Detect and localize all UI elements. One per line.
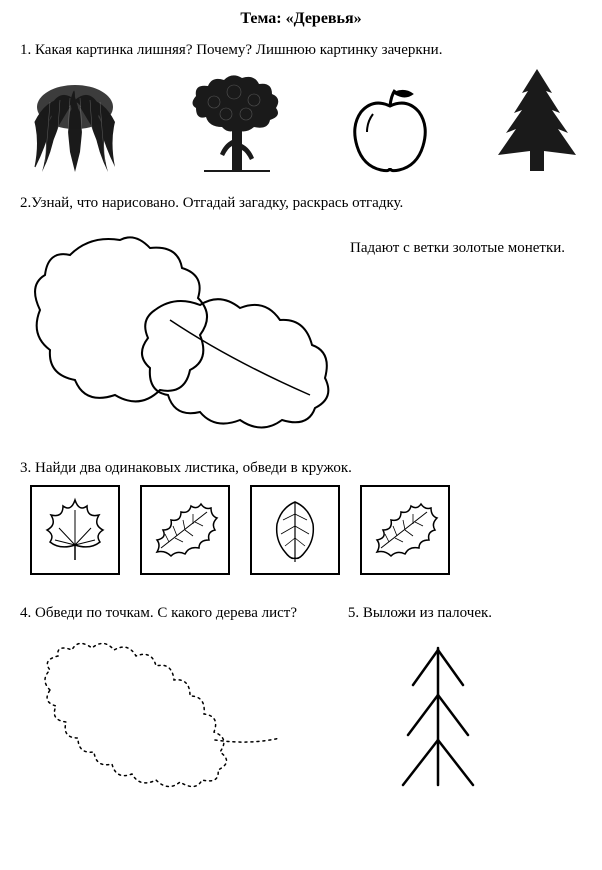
task-4: 4. Обведи по точкам. С какого дерева лис… (20, 605, 348, 790)
task-3-text: 3. Найди два одинаковых листика, обведи … (20, 460, 582, 477)
task-5: 5. Выложи из палочек. (348, 605, 582, 790)
oak-tree-icon (184, 72, 289, 177)
stick-tree-icon (348, 630, 582, 790)
fir-tree-icon (492, 67, 582, 177)
task-1-text: 1. Какая картинка лишняя? Почему? Лишнюю… (20, 42, 582, 59)
task-4-text: 4. Обведи по точкам. С какого дерева лис… (20, 605, 348, 622)
task-1-images (20, 67, 582, 177)
dotted-leaf-outline (20, 630, 348, 790)
bottom-tasks: 4. Обведи по точкам. С какого дерева лис… (20, 605, 582, 790)
riddle-text: Падают с ветки золотые монетки. (340, 220, 565, 257)
birch-leaf-icon (250, 485, 340, 575)
task-2: 2.Узнай, что нарисовано. Отгадай загадку… (20, 195, 582, 440)
page-title: Тема: «Деревья» (20, 10, 582, 28)
overlapping-leaves-outline (20, 220, 340, 440)
oak-leaf-icon (140, 485, 230, 575)
willow-tree-icon (20, 72, 130, 177)
task-2-text: 2.Узнай, что нарисовано. Отгадай загадку… (20, 195, 582, 212)
leaf-row (20, 485, 582, 575)
maple-leaf-icon (30, 485, 120, 575)
task-5-text: 5. Выложи из палочек. (348, 605, 582, 622)
apple-icon (343, 82, 438, 177)
task-3: 3. Найди два одинаковых листика, обведи … (20, 460, 582, 575)
task-1: 1. Какая картинка лишняя? Почему? Лишнюю… (20, 42, 582, 177)
oak-leaf-icon (360, 485, 450, 575)
